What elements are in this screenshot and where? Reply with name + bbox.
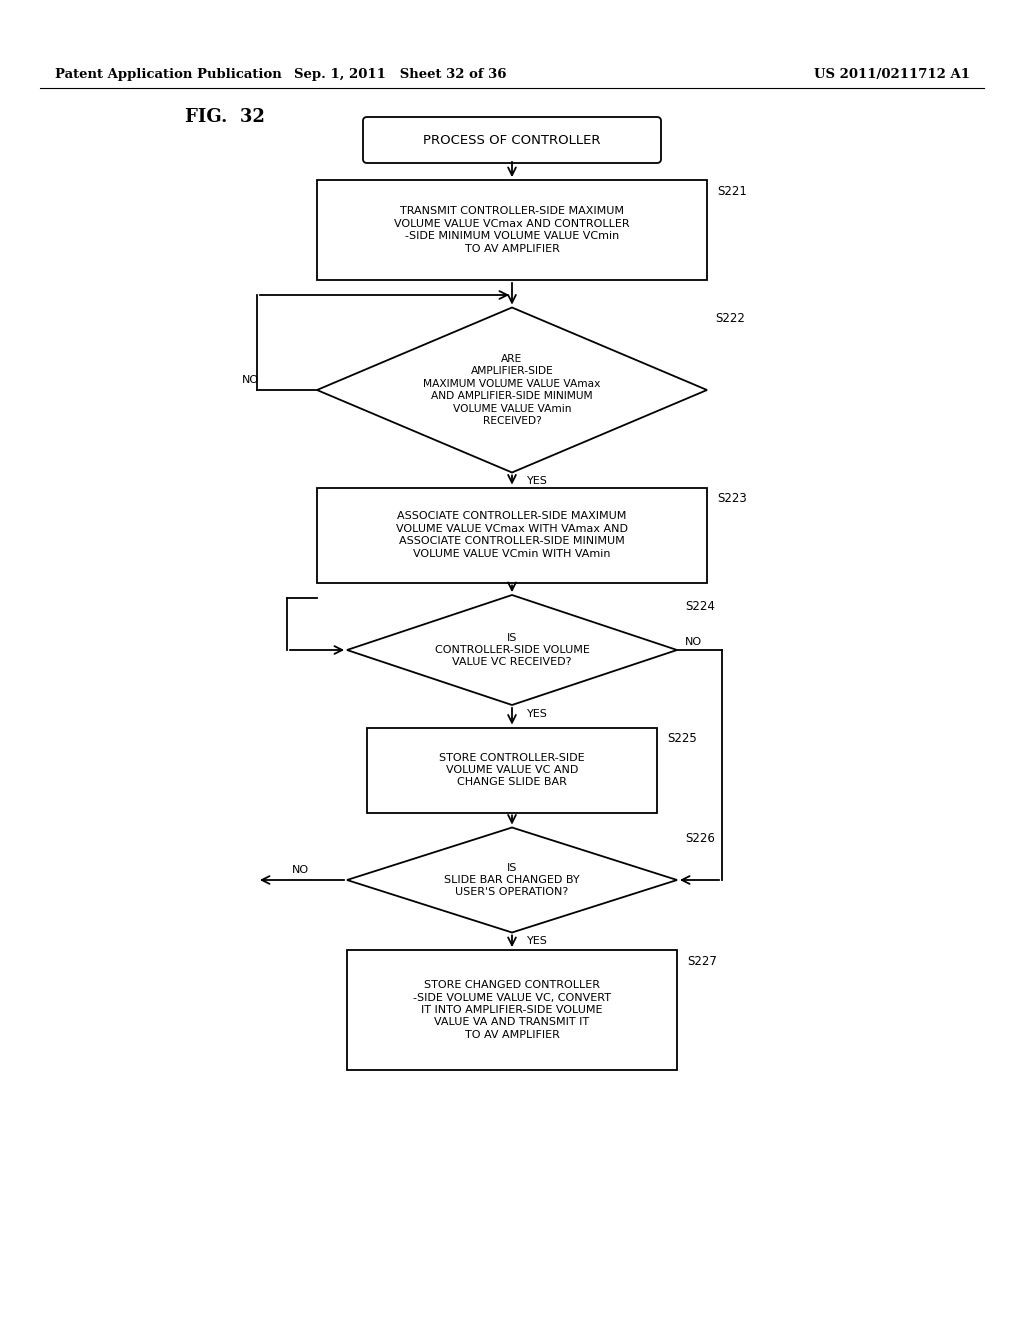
Text: YES: YES bbox=[527, 477, 548, 487]
Bar bbox=[317, 180, 707, 280]
Text: Sep. 1, 2011   Sheet 32 of 36: Sep. 1, 2011 Sheet 32 of 36 bbox=[294, 69, 506, 81]
Bar bbox=[367, 727, 657, 813]
Text: S221: S221 bbox=[717, 185, 746, 198]
Polygon shape bbox=[347, 828, 677, 932]
Text: S222: S222 bbox=[715, 313, 744, 326]
FancyBboxPatch shape bbox=[362, 117, 662, 162]
Text: IS
SLIDE BAR CHANGED BY
USER'S OPERATION?: IS SLIDE BAR CHANGED BY USER'S OPERATION… bbox=[444, 862, 580, 898]
Text: ARE
AMPLIFIER-SIDE
MAXIMUM VOLUME VALUE VAmax
AND AMPLIFIER-SIDE MINIMUM
VOLUME : ARE AMPLIFIER-SIDE MAXIMUM VOLUME VALUE … bbox=[423, 354, 601, 426]
Text: STORE CHANGED CONTROLLER
-SIDE VOLUME VALUE VC, CONVERT
IT INTO AMPLIFIER-SIDE V: STORE CHANGED CONTROLLER -SIDE VOLUME VA… bbox=[413, 981, 611, 1040]
Text: NO: NO bbox=[292, 865, 309, 875]
Text: TRANSMIT CONTROLLER-SIDE MAXIMUM
VOLUME VALUE VCmax AND CONTROLLER
-SIDE MINIMUM: TRANSMIT CONTROLLER-SIDE MAXIMUM VOLUME … bbox=[394, 206, 630, 253]
Text: YES: YES bbox=[527, 709, 548, 719]
Text: US 2011/0211712 A1: US 2011/0211712 A1 bbox=[814, 69, 970, 81]
Polygon shape bbox=[347, 595, 677, 705]
Text: S227: S227 bbox=[687, 954, 717, 968]
Text: Patent Application Publication: Patent Application Publication bbox=[55, 69, 282, 81]
Text: IS
CONTROLLER-SIDE VOLUME
VALUE VC RECEIVED?: IS CONTROLLER-SIDE VOLUME VALUE VC RECEI… bbox=[434, 632, 590, 668]
Polygon shape bbox=[317, 308, 707, 473]
Text: PROCESS OF CONTROLLER: PROCESS OF CONTROLLER bbox=[423, 133, 601, 147]
Bar bbox=[317, 487, 707, 582]
Text: S224: S224 bbox=[685, 601, 715, 612]
Bar bbox=[347, 950, 677, 1071]
Text: S223: S223 bbox=[717, 492, 746, 506]
Text: ASSOCIATE CONTROLLER-SIDE MAXIMUM
VOLUME VALUE VCmax WITH VAmax AND
ASSOCIATE CO: ASSOCIATE CONTROLLER-SIDE MAXIMUM VOLUME… bbox=[396, 511, 628, 558]
Text: S225: S225 bbox=[667, 733, 696, 746]
Text: STORE CONTROLLER-SIDE
VOLUME VALUE VC AND
CHANGE SLIDE BAR: STORE CONTROLLER-SIDE VOLUME VALUE VC AN… bbox=[439, 752, 585, 788]
Text: FIG.  32: FIG. 32 bbox=[185, 108, 265, 125]
Text: NO: NO bbox=[685, 638, 702, 647]
Text: YES: YES bbox=[527, 936, 548, 946]
Text: S226: S226 bbox=[685, 833, 715, 846]
Text: NO: NO bbox=[242, 375, 259, 385]
